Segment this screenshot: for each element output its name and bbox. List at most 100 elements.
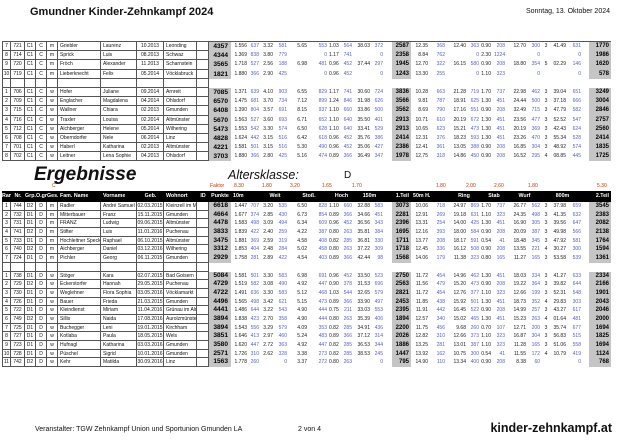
table-cell: 715	[11, 106, 25, 116]
table-cell: D1	[25, 306, 36, 315]
table-cell: 1.30	[481, 134, 491, 141]
table-cell: 14.99	[513, 307, 526, 314]
table-cell: 38.53	[357, 350, 370, 357]
table-cell: 12.66	[513, 289, 526, 296]
table-cell: 0.80	[329, 229, 339, 236]
table-cell: 7	[2, 323, 11, 333]
table-cell: 3.42	[263, 298, 273, 305]
table-cell: 06.11.2015	[137, 254, 164, 263]
column-header: Vorname	[103, 193, 126, 199]
table-cell: 2138	[589, 228, 611, 237]
table-cell: 724	[11, 254, 25, 263]
table-cell: 473	[318, 298, 327, 305]
table-cell: 1.563	[234, 116, 247, 123]
table-cell: 30.09.2016	[137, 358, 164, 368]
factor-value: 5.30	[597, 183, 607, 189]
table-cell: 451	[496, 272, 505, 279]
table-cell: 3	[2, 106, 11, 116]
table-cell: 3	[544, 272, 548, 279]
table-cell: 0.90	[481, 144, 491, 151]
table-cell: 110	[437, 359, 445, 366]
table-cell: 458	[318, 246, 327, 253]
table-cell: 36.56	[357, 220, 370, 227]
table-cell: 460	[278, 333, 287, 340]
table-cell: 899	[318, 98, 327, 105]
table-cell: 581	[278, 43, 287, 49]
table-cell: 716	[11, 115, 25, 125]
table-cell: 32.65	[357, 289, 370, 296]
table-cell: 468	[318, 289, 327, 296]
table-cell: 2929	[209, 254, 231, 263]
table-cell: 0.96	[329, 134, 339, 141]
table-cell: D1	[25, 288, 36, 298]
table-cell: 3.22	[263, 307, 273, 314]
column-header: ID	[200, 193, 206, 199]
table-cell: 1.778	[234, 359, 247, 366]
table-cell: 0.82	[329, 237, 339, 244]
table-cell: 591	[470, 237, 479, 244]
table-cell: 273	[318, 350, 327, 357]
table-cell: 36.53	[357, 342, 370, 348]
table-cell: 516	[278, 134, 287, 141]
table-cell: 33.86	[357, 107, 370, 114]
table-cell: 2414	[589, 133, 611, 144]
table-cell: 3562	[392, 106, 411, 116]
table-cell: 436	[374, 324, 383, 331]
table-cell: 829	[318, 88, 327, 95]
table-cell: 373	[470, 333, 479, 340]
table-cell: 737	[496, 203, 505, 209]
table-cell: 498	[531, 211, 540, 218]
table-cell: 53.58	[553, 255, 566, 262]
empty-cell	[2, 78, 11, 88]
footer-website: kinder-zehnkampf.at	[490, 421, 612, 435]
table-cell: 20.19	[453, 116, 466, 123]
table-cell: 285	[343, 342, 352, 348]
table-cell: 500	[531, 98, 540, 105]
table-cell: 18.00	[453, 229, 466, 236]
column-header: 1.Teil	[395, 193, 409, 199]
table-cell: 1.718	[234, 61, 247, 68]
table-cell: 304	[531, 144, 540, 151]
table-cell: D	[36, 245, 47, 255]
table-cell: 363	[470, 43, 479, 49]
table-cell: w	[47, 152, 58, 162]
table-cell: 297	[374, 61, 383, 68]
table-cell: 3	[544, 342, 548, 348]
table-cell: 5.65	[297, 43, 307, 49]
table-cell: 323	[496, 211, 505, 218]
table-cell: 387	[318, 229, 327, 236]
table-cell: Louisa	[101, 115, 137, 125]
table-cell: Aichberger	[58, 245, 101, 255]
table-cell: 366	[343, 153, 352, 160]
table-cell: 13.55	[513, 246, 526, 253]
empty-cell	[47, 262, 58, 272]
table-cell: 401	[374, 116, 383, 123]
table-cell: w	[47, 97, 58, 107]
table-cell: 3	[544, 237, 548, 244]
table-cell: Stöger	[58, 271, 101, 281]
table-cell: 6.98	[297, 272, 307, 279]
table-cell: 35.81	[357, 229, 370, 236]
table-cell: 1.881	[234, 237, 247, 244]
table-cell: 701	[11, 143, 25, 153]
table-cell: 3.30	[263, 272, 273, 279]
table-cell: 1.30	[481, 220, 491, 227]
table-cell: 6	[2, 314, 11, 324]
table-cell: Felix	[101, 69, 137, 79]
table-cell: 11.55	[513, 350, 526, 357]
table-cell: 631	[572, 43, 581, 49]
column-header: Punkte	[211, 193, 229, 199]
table-cell: 14.00	[453, 220, 466, 227]
table-cell: 425	[278, 70, 287, 77]
table-cell: D	[36, 323, 47, 333]
table-cell	[354, 358, 373, 367]
table-cell: 737	[496, 88, 505, 95]
table-cell: 10.79	[553, 350, 566, 357]
table-cell: 696	[374, 281, 383, 288]
table-cell: D1	[25, 271, 36, 281]
